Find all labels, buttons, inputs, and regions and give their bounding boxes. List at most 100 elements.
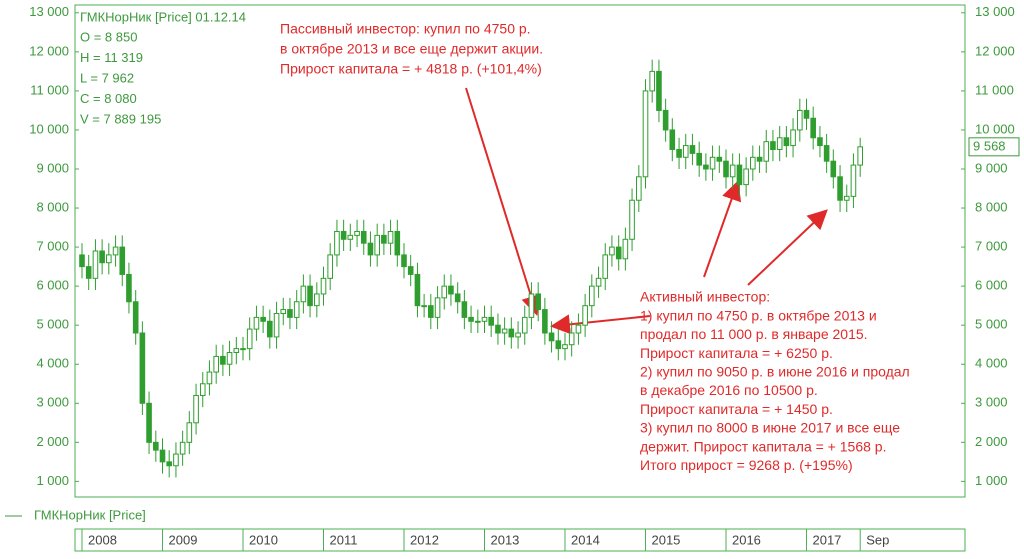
- annotation: продал по 11 000 р. в январе 2015.: [640, 326, 868, 342]
- candle-body: [542, 309, 548, 334]
- candle-body: [126, 273, 132, 303]
- candle-body: [206, 371, 213, 385]
- annotation: Активный инвестор:: [640, 289, 770, 305]
- y-tick-label-right: 8 000: [975, 199, 1008, 214]
- candle-body: [461, 301, 468, 318]
- candle-body: [736, 164, 743, 186]
- last-price-box: [968, 137, 1020, 157]
- candle-body: [260, 316, 266, 322]
- candle-body: [119, 246, 126, 275]
- candle-body: [287, 309, 293, 318]
- candle-body: [676, 148, 682, 158]
- x-tick-label: 2014: [571, 532, 600, 547]
- annotation: 3) купил по 8000 в июне 2017 и все еще: [640, 420, 900, 436]
- candle-body: [106, 254, 112, 264]
- candle-body: [153, 441, 159, 451]
- candle-body: [716, 156, 723, 162]
- candle-body: [293, 301, 300, 318]
- candle-body: [669, 129, 676, 150]
- candle-body: [548, 332, 555, 342]
- candle-body: [837, 176, 843, 201]
- candle-body: [783, 137, 790, 147]
- candle-body: [602, 254, 609, 279]
- x-tick-label: 2013: [490, 532, 519, 547]
- candle-body: [85, 266, 92, 279]
- x-tick-label: Sep: [866, 532, 889, 547]
- candle-body: [830, 160, 837, 178]
- candle-body: [468, 316, 474, 322]
- y-tick-label-right: 2 000: [975, 434, 1008, 449]
- candle-body: [233, 348, 240, 354]
- annotation: Прирост капитала = + 1450 р.: [640, 401, 833, 417]
- candle-body: [240, 348, 246, 351]
- candle-body: [193, 394, 199, 424]
- candle-body: [823, 145, 830, 162]
- candle-body: [166, 461, 172, 467]
- candle-body: [817, 137, 823, 147]
- candle-body: [139, 332, 146, 404]
- candle-body: [568, 332, 575, 346]
- ohlc-line: L = 7 962: [80, 70, 134, 85]
- arrows: [465, 87, 828, 335]
- candle-body: [387, 230, 394, 244]
- candle-body: [334, 230, 340, 256]
- x-tick-label: 2009: [169, 532, 198, 547]
- candle-body: [374, 234, 380, 256]
- candle-body: [495, 324, 501, 334]
- candle-body: [340, 230, 347, 240]
- candle-body: [475, 320, 481, 323]
- annotation: 2) купил по 9050 р. в июне 2016 и продал: [640, 364, 910, 380]
- candle-body: [454, 293, 461, 303]
- y-tick-label-right: 5 000: [975, 317, 1008, 332]
- candle-body: [327, 254, 333, 279]
- candle-body: [186, 422, 193, 443]
- x-tick-label: 2012: [410, 532, 439, 547]
- annotation: Пассивный инвестор: купил по 4750 р.: [280, 21, 531, 37]
- candle-body: [803, 109, 810, 119]
- candle-body: [481, 316, 488, 322]
- candle-body: [850, 164, 857, 197]
- x-tick-label: 2017: [812, 532, 841, 547]
- y-tick-label: 7 000: [36, 239, 69, 254]
- ohlc-line: V = 7 889 195: [80, 111, 161, 126]
- y-tick-label: 2 000: [36, 434, 69, 449]
- candle-body: [132, 301, 139, 334]
- candle-body: [515, 332, 521, 338]
- candle-body: [589, 285, 595, 307]
- candle-body: [300, 285, 307, 303]
- candle-body: [173, 453, 179, 467]
- candle-body: [92, 250, 99, 279]
- candle-body: [428, 305, 434, 318]
- candle-body: [213, 355, 219, 373]
- y-tick-label: 9 000: [36, 160, 69, 175]
- candle-body: [763, 141, 770, 162]
- candle-body: [743, 168, 749, 186]
- y-tick-label-right: 1 000: [975, 473, 1008, 488]
- candle-body: [756, 156, 763, 162]
- y-tick-label: 5 000: [36, 317, 69, 332]
- candle-body: [723, 160, 729, 178]
- y-tick-label: 1 000: [36, 473, 69, 488]
- candle-body: [810, 117, 816, 139]
- x-tick-label: 2011: [330, 532, 358, 547]
- candle-body: [246, 328, 253, 350]
- candle-body: [448, 285, 454, 295]
- legend-label: ГМКНорНик [Price]: [34, 507, 146, 522]
- candle-body: [360, 230, 367, 244]
- y-tick-label-right: 12 000: [975, 43, 1015, 58]
- candle-body: [682, 145, 689, 158]
- candle-body: [273, 312, 280, 338]
- candle-body: [414, 273, 421, 307]
- candle-body: [488, 316, 494, 326]
- candle-body: [595, 277, 602, 287]
- x-tick-label: 2016: [732, 532, 761, 547]
- ohlc-line: C = 8 080: [80, 91, 137, 106]
- candle-body: [521, 316, 528, 334]
- candle-body: [649, 70, 655, 92]
- candle-body: [434, 297, 441, 318]
- candle-body: [501, 328, 508, 334]
- candle-body: [535, 293, 541, 311]
- y-tick-label: 12 000: [29, 43, 69, 58]
- candle-body: [381, 234, 387, 244]
- candle-body: [367, 242, 374, 256]
